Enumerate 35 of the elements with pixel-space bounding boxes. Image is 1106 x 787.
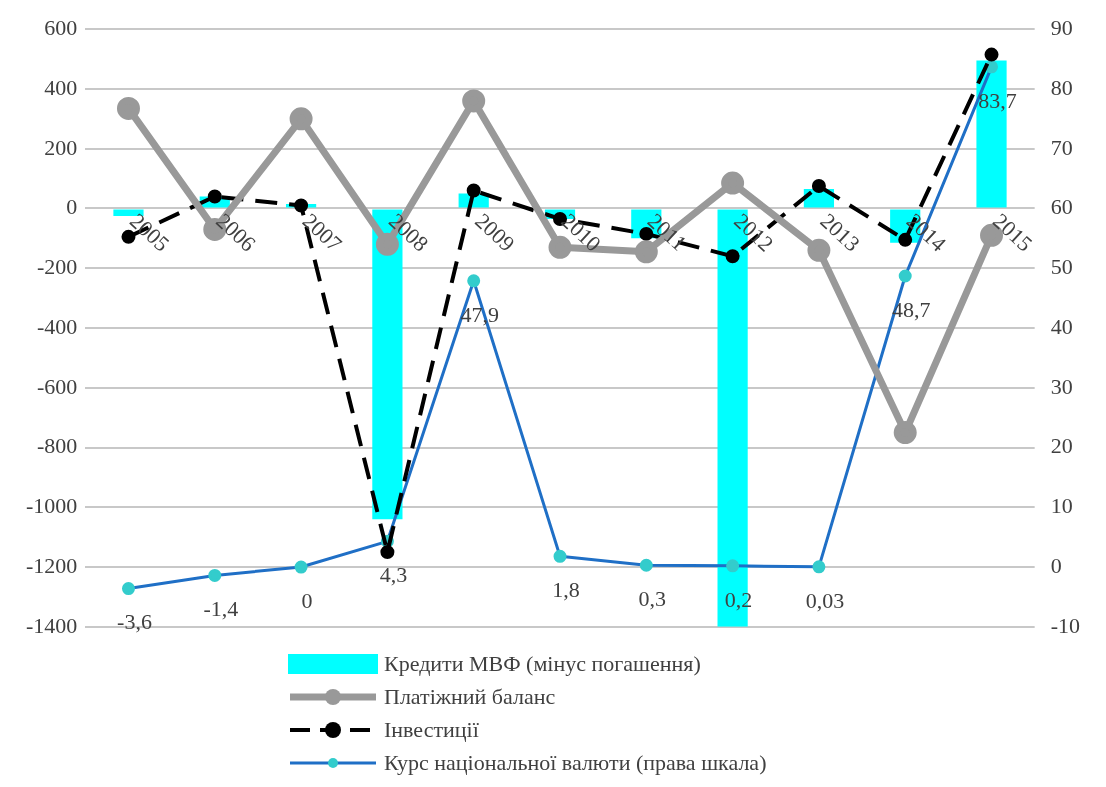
data-label: -1,4 bbox=[203, 596, 239, 622]
legend-label: Інвестиції bbox=[384, 716, 479, 743]
y2-tick-label: 0 bbox=[1050, 552, 1062, 578]
x-tick-label: 2007 bbox=[297, 208, 348, 257]
legend-label: Курс національної валюти (права шкала) bbox=[384, 749, 767, 776]
y-tick-label: -800 bbox=[37, 433, 78, 459]
y2-tick-label: 50 bbox=[1050, 254, 1073, 280]
y2-tick-label: 30 bbox=[1050, 373, 1073, 399]
y2-tick-label: 70 bbox=[1050, 134, 1073, 160]
data-label: 0,03 bbox=[805, 587, 845, 613]
legend-label: Платіжний баланс bbox=[384, 683, 556, 710]
data-label: 0,3 bbox=[638, 586, 667, 612]
y-tick-label: -1200 bbox=[26, 552, 78, 578]
x-tick-label: 2009 bbox=[470, 208, 520, 257]
y2-tick-label: 90 bbox=[1050, 14, 1073, 40]
data-label: 0 bbox=[301, 587, 313, 613]
y-tick-label: -400 bbox=[37, 313, 78, 339]
y-tick-label: -600 bbox=[37, 373, 78, 399]
y-tick-label: -1400 bbox=[26, 612, 78, 638]
data-label: 1,8 bbox=[552, 577, 580, 603]
y-tick-label: -1000 bbox=[26, 493, 78, 519]
y2-tick-label: 40 bbox=[1050, 313, 1073, 339]
y2-tick-label: 10 bbox=[1050, 493, 1073, 519]
y-tick-label: 0 bbox=[66, 194, 78, 220]
y2-tick-label: 20 bbox=[1050, 433, 1073, 459]
legend-label: Кредити МВФ (мінус погашення) bbox=[384, 650, 701, 677]
data-label: -3,6 bbox=[117, 609, 152, 635]
y-tick-label: 200 bbox=[44, 134, 78, 160]
y-tick-label: -200 bbox=[37, 254, 78, 280]
y2-tick-label: 80 bbox=[1050, 74, 1073, 100]
y-tick-label: 400 bbox=[44, 74, 78, 100]
y-tick-label: 600 bbox=[44, 14, 78, 40]
data-label: 4,3 bbox=[379, 562, 408, 588]
y2-tick-label: 60 bbox=[1050, 194, 1073, 220]
y2-tick-label: -10 bbox=[1050, 612, 1080, 638]
